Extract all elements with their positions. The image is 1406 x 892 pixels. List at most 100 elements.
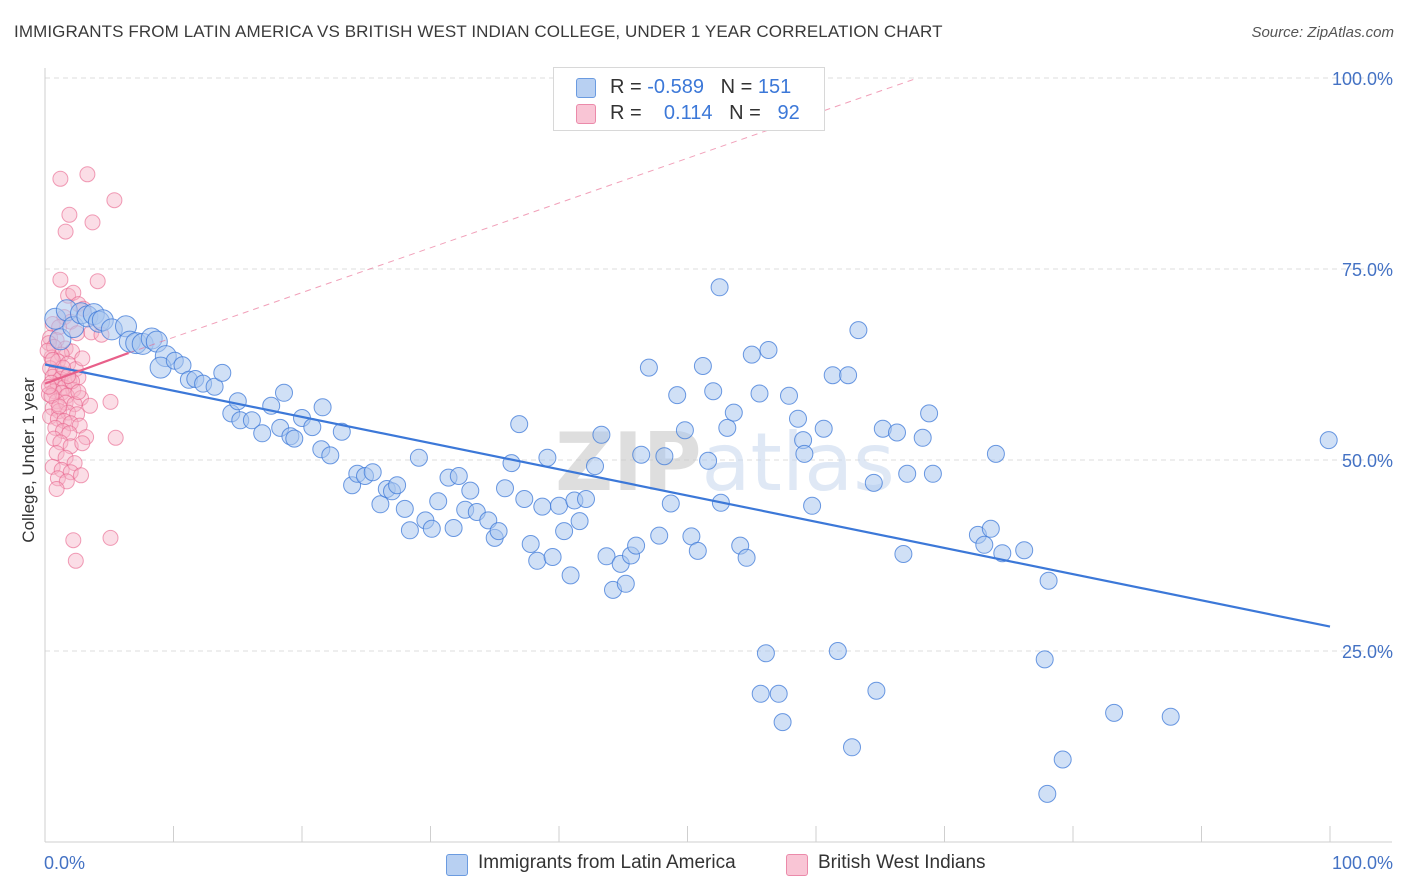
latin-america-point-144 bbox=[1319, 431, 1338, 450]
trend-line-latin-america bbox=[44, 363, 1331, 628]
latin-america-point-140 bbox=[1038, 784, 1057, 803]
n-value: 151 bbox=[757, 76, 792, 98]
n-value: 92 bbox=[777, 102, 800, 124]
y-tick-label-1: 50.0% bbox=[1342, 451, 1393, 471]
british-west-indian-point-73 bbox=[73, 467, 89, 484]
latin-america-point-124 bbox=[867, 681, 886, 700]
r-value: 0.114 bbox=[663, 102, 713, 124]
legend-label: Immigrants from Latin America bbox=[478, 852, 736, 873]
latin-america-point-72 bbox=[543, 548, 562, 566]
latin-america-point-49 bbox=[395, 499, 414, 518]
latin-america-point-126 bbox=[888, 423, 906, 442]
latin-america-point-115 bbox=[795, 444, 814, 463]
british-west-indian-point-3 bbox=[61, 206, 78, 223]
latin-america-point-116 bbox=[803, 496, 822, 515]
latin-america-point-74 bbox=[555, 522, 574, 541]
latin-america-point-143 bbox=[1161, 707, 1180, 726]
latin-america-point-26 bbox=[228, 392, 247, 411]
latin-america-point-53 bbox=[422, 519, 441, 538]
latin-america-point-65 bbox=[502, 454, 521, 473]
latin-america-point-28 bbox=[242, 411, 261, 430]
latin-america-point-51 bbox=[409, 448, 428, 467]
british-west-indian-point-72 bbox=[62, 464, 79, 481]
latin-america-point-88 bbox=[639, 358, 658, 377]
british-west-indian-point-40 bbox=[53, 384, 70, 401]
latin-america-point-59 bbox=[461, 481, 480, 500]
latin-america-point-135 bbox=[986, 444, 1005, 463]
latin-america-point-127 bbox=[894, 545, 913, 563]
latin-america-point-128 bbox=[898, 464, 917, 483]
british-west-indian-point-4 bbox=[57, 223, 74, 240]
latin-america-point-141 bbox=[1053, 750, 1072, 769]
latin-america-point-70 bbox=[533, 497, 552, 516]
british-west-indian-point-7 bbox=[89, 273, 106, 290]
latin-america-point-118 bbox=[823, 366, 842, 385]
stats-text-pink: R = 0.114 N = 92 bbox=[610, 102, 800, 125]
latin-america-point-106 bbox=[750, 384, 769, 403]
latin-america-point-130 bbox=[920, 404, 939, 423]
y-tick-label-0: 25.0% bbox=[1342, 642, 1393, 662]
latin-america-point-91 bbox=[661, 494, 680, 513]
y-tick-label-2: 75.0% bbox=[1342, 260, 1393, 280]
n-label: N = bbox=[720, 76, 753, 98]
trend-line-british-west-indians bbox=[44, 352, 129, 385]
latin-america-point-113 bbox=[789, 409, 807, 428]
series-immigrants-latin-america bbox=[44, 278, 1338, 803]
british-west-indian-point-0 bbox=[52, 170, 69, 187]
latin-america-point-92 bbox=[668, 386, 687, 405]
british-west-indian-point-48 bbox=[102, 393, 119, 410]
series-british-west-indians bbox=[39, 166, 124, 569]
latin-america-point-98 bbox=[704, 382, 723, 401]
british-west-indian-point-2 bbox=[106, 192, 123, 209]
latin-america-point-119 bbox=[828, 642, 847, 660]
british-west-indian-point-1 bbox=[79, 166, 96, 183]
latin-america-point-102 bbox=[724, 403, 743, 422]
latin-america-point-44 bbox=[363, 463, 382, 482]
stats-legend: R = -0.589 N = 151 R = 0.114 N = 92 bbox=[553, 67, 825, 131]
grid-lines bbox=[45, 77, 1392, 652]
chart-source: Source: ZipAtlas.com bbox=[1251, 24, 1394, 41]
british-west-indian-point-6 bbox=[52, 271, 69, 288]
latin-america-point-54 bbox=[429, 492, 448, 511]
latin-america-point-81 bbox=[597, 547, 616, 566]
latin-america-point-45 bbox=[371, 495, 390, 514]
latin-america-point-117 bbox=[814, 419, 833, 438]
latin-america-point-78 bbox=[577, 490, 595, 508]
latin-america-point-133 bbox=[975, 535, 994, 554]
latin-america-point-131 bbox=[923, 464, 942, 483]
y-axis-label: College, Under 1 year bbox=[19, 377, 38, 543]
latin-america-point-136 bbox=[993, 544, 1012, 563]
british-west-indian-point-77 bbox=[65, 532, 82, 549]
british-west-indian-point-85 bbox=[44, 351, 61, 368]
british-west-indian-point-79 bbox=[67, 552, 84, 569]
pink-swatch bbox=[576, 104, 596, 124]
british-west-indian-point-78 bbox=[102, 529, 119, 546]
stats-text-blue: R = -0.589 N = 151 bbox=[610, 76, 791, 99]
latin-america-point-93 bbox=[675, 421, 694, 440]
british-west-indian-point-76 bbox=[48, 481, 65, 497]
chart-title: IMMIGRANTS FROM LATIN AMERICA VS BRITISH… bbox=[14, 22, 943, 41]
r-value: -0.589 bbox=[647, 76, 704, 98]
latin-america-point-122 bbox=[843, 738, 861, 757]
latin-america-point-137 bbox=[1015, 541, 1034, 560]
tick-labels: 25.0% 50.0% 75.0% 100.0% 0.0% 100.0% bbox=[44, 69, 1393, 873]
y-tick-label-3: 100.0% bbox=[1332, 69, 1393, 89]
british-west-indian-point-84 bbox=[39, 342, 56, 359]
latin-america-point-57 bbox=[449, 467, 468, 485]
latin-america-point-32 bbox=[275, 383, 293, 402]
latin-america-point-90 bbox=[655, 447, 674, 466]
latin-america-point-139 bbox=[1039, 571, 1058, 590]
x-tick-label-0: 0.0% bbox=[44, 853, 85, 873]
latin-america-point-37 bbox=[313, 398, 332, 417]
latin-america-point-142 bbox=[1105, 703, 1124, 722]
latin-america-point-109 bbox=[751, 684, 770, 703]
latin-america-point-48 bbox=[388, 476, 407, 495]
latin-america-point-40 bbox=[332, 422, 351, 441]
british-west-indian-point-47 bbox=[82, 397, 98, 414]
latin-america-point-29 bbox=[253, 424, 272, 443]
latin-america-point-75 bbox=[561, 566, 580, 585]
latin-america-point-56 bbox=[444, 519, 463, 537]
british-west-indian-point-46 bbox=[66, 396, 83, 413]
latin-america-point-112 bbox=[780, 386, 798, 405]
latin-america-point-100 bbox=[710, 278, 729, 297]
